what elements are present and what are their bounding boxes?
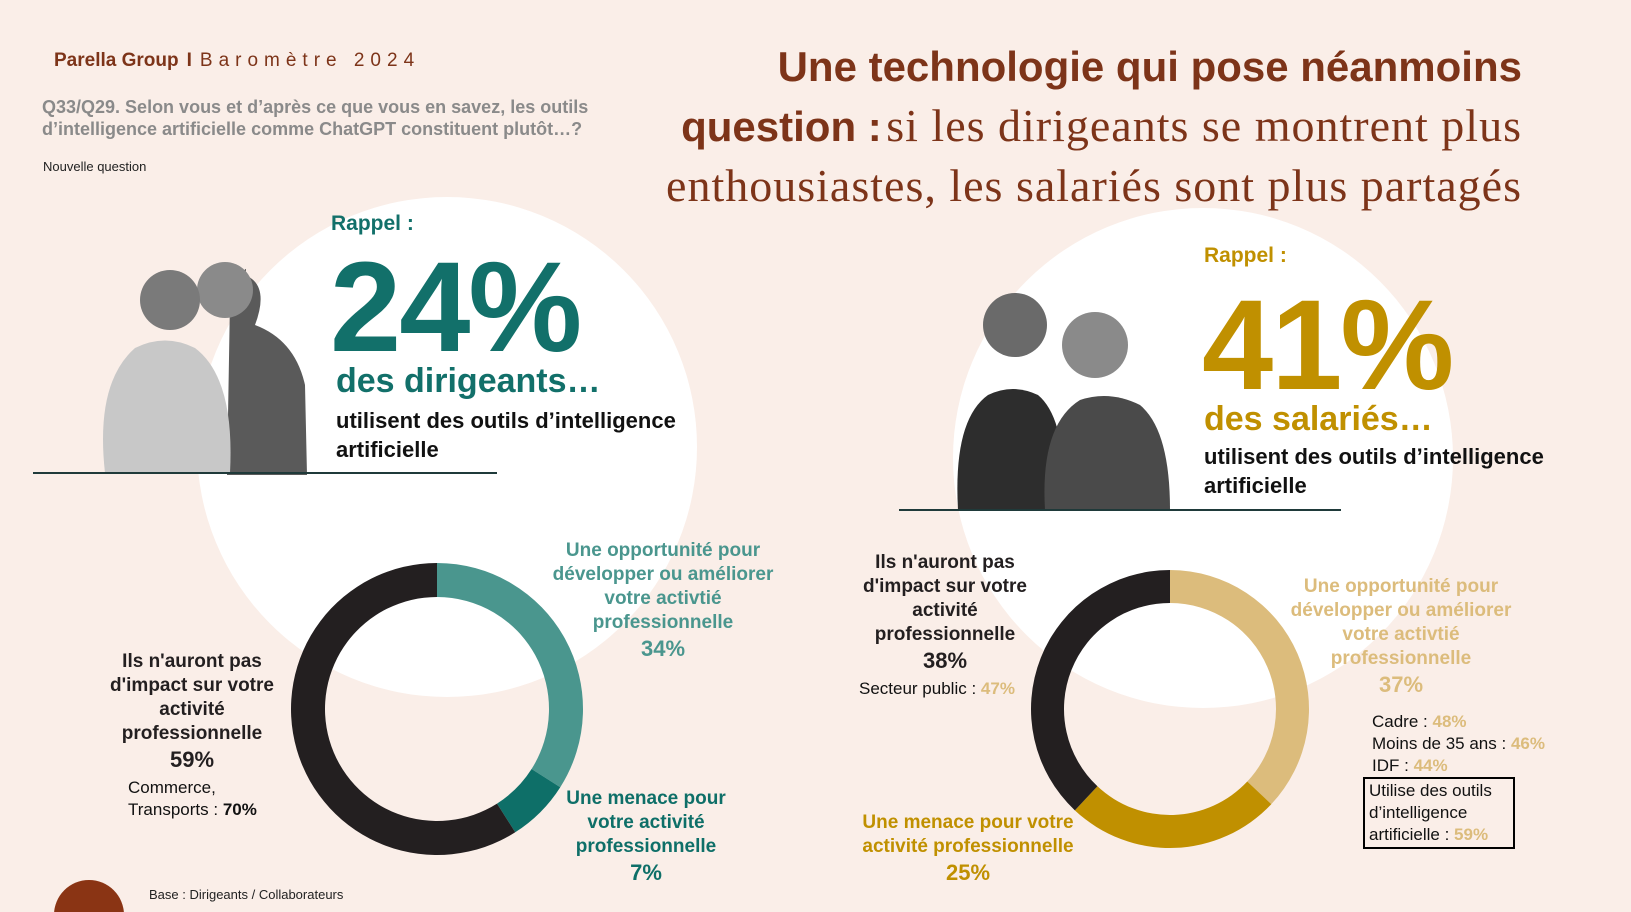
photo	[103, 262, 307, 475]
value-label: 37%	[1378, 672, 1424, 697]
header: Parella Group I Baromètre 2024	[54, 50, 420, 72]
annotation: Commerce, Transports : 70%	[128, 777, 278, 821]
annotation: Utilise des outils d’intelligence artifi…	[1363, 777, 1515, 849]
donut-segment	[1074, 781, 1272, 849]
annotation: Cadre : 48%	[1372, 711, 1467, 733]
annotation: Moins de 35 ans : 46%	[1372, 733, 1545, 755]
title-light: si les dirigeants se montrent plus entho…	[666, 100, 1522, 211]
value-label: 25%	[945, 860, 991, 885]
annotation-text: Cadre :	[1372, 712, 1428, 731]
description: utilisent des outils d’intelligence arti…	[336, 408, 676, 462]
category-label: Une opportunité pour développer ou améli…	[552, 540, 774, 633]
backdrop-circle	[197, 197, 697, 697]
title-bold: Une technologie qui pose néanmoins quest…	[681, 43, 1522, 150]
annotation-text: IDF :	[1372, 756, 1409, 775]
separator: I	[186, 50, 192, 71]
headline: 41%	[1202, 274, 1454, 417]
segment-label: Ils n'auront pas d'impact sur votre acti…	[860, 551, 1030, 673]
question: Q33/Q29. Selon vous et d’après ce que vo…	[42, 97, 589, 139]
subject: des dirigeants…	[336, 362, 601, 400]
annotation-text: Secteur public :	[859, 679, 977, 698]
annotation-text: Utilise des outils d’intelligence artifi…	[1369, 781, 1492, 844]
annotation: Secteur public : 47%	[859, 678, 1015, 700]
donut-segment	[290, 562, 516, 855]
annotation-value: 59%	[1454, 825, 1489, 844]
donut-segment	[1170, 570, 1309, 805]
donut-segment	[497, 769, 561, 833]
description: utilisent des outils d’intelligence arti…	[1204, 444, 1544, 498]
segment-label: Une menace pour votre activité professio…	[848, 811, 1088, 885]
annotation-text: Commerce, Transports :	[128, 778, 219, 819]
photo	[957, 293, 1170, 510]
category-label: Une menace pour votre activité professio…	[566, 788, 726, 857]
annotation-value: 46%	[1510, 734, 1545, 753]
note: Nouvelle question	[43, 159, 147, 174]
value-label: 38%	[922, 648, 968, 673]
value-label: 7%	[630, 860, 662, 885]
annotation-value: 44%	[1413, 756, 1448, 775]
header-title: Baromètre 2024	[199, 50, 421, 71]
segment-label: Ils n'auront pas d'impact sur votre acti…	[97, 650, 287, 772]
annotation: IDF : 44%	[1372, 755, 1448, 777]
brand: Parella Group	[54, 50, 179, 71]
rappel: Rappel :	[1204, 244, 1287, 267]
annotation-text: Moins de 35 ans :	[1372, 734, 1507, 753]
category-label: Ils n'auront pas d'impact sur votre acti…	[863, 552, 1027, 645]
donut-segment	[1031, 570, 1170, 811]
category-label: Une menace pour votre activité professio…	[862, 812, 1074, 857]
segment-label: Une menace pour votre activité professio…	[556, 787, 736, 885]
segment-label: Une opportunité pour développer ou améli…	[548, 539, 778, 661]
base: Base : Dirigeants / Collaborateurs	[149, 887, 344, 902]
category-label: Une opportunité pour développer ou améli…	[1290, 576, 1512, 669]
subject: des salariés…	[1204, 400, 1433, 438]
category-label: Ils n'auront pas d'impact sur votre acti…	[110, 651, 274, 744]
headline: 24%	[330, 236, 582, 379]
value-label: 59%	[169, 747, 215, 772]
title: Une technologie qui pose néanmoins quest…	[602, 42, 1522, 221]
annotation-value: 70%	[222, 800, 257, 819]
rappel: Rappel :	[331, 212, 414, 235]
annotation-value: 48%	[1432, 712, 1467, 731]
donut-segment	[437, 563, 583, 788]
segment-label: Une opportunité pour développer ou améli…	[1281, 575, 1521, 697]
annotation-value: 47%	[980, 679, 1015, 698]
value-label: 34%	[640, 636, 686, 661]
logo-circle	[54, 880, 124, 912]
